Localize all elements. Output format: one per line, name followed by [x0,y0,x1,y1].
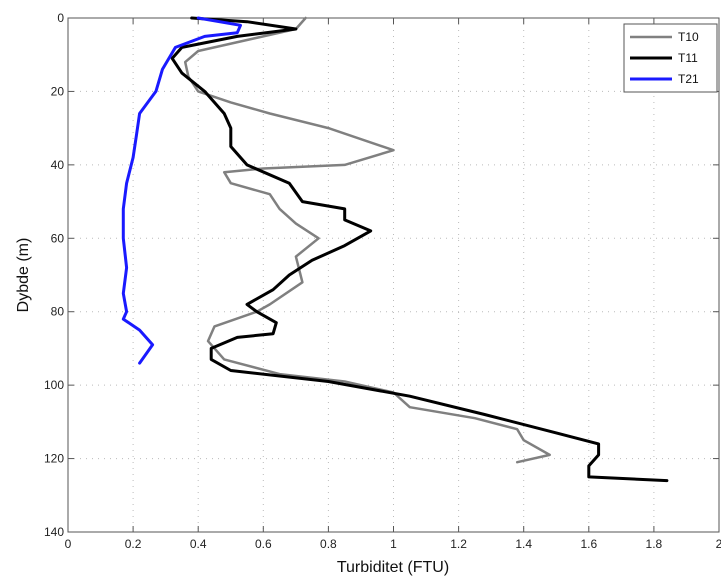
y-axis-ticks: 0 20 40 60 80 100 120 140 [44,11,719,539]
x-tick-label: 0.4 [190,537,207,551]
series-line-t11 [170,16,669,483]
series-line-t21 [121,16,242,365]
x-tick-label: 0.8 [320,537,337,551]
y-tick-label: 80 [51,305,65,319]
x-tick-label: 0.2 [125,537,142,551]
y-tick-label: 140 [44,525,64,539]
x-tick-label: 1.6 [580,537,597,551]
y-tick-label: 0 [57,11,64,25]
plot-frame [67,17,720,533]
y-tick-label: 120 [44,452,64,466]
y-tick-label: 40 [51,158,65,172]
x-axis-ticks: 0 0.2 0.4 0.6 0.8 1 1.2 1.4 1.6 1.8 2 [65,18,721,551]
x-tick-label: 2 [716,537,721,551]
series-line-t10 [183,16,551,464]
x-axis-label: Turbiditet (FTU) [337,559,449,576]
legend-label-t10: T10 [678,30,699,44]
grid-lines [68,18,719,532]
x-tick-label: 1.8 [646,537,663,551]
series-lines [121,16,669,483]
legend-label-t21: T21 [678,72,699,86]
y-tick-label: 100 [44,378,64,392]
x-tick-label: 0 [65,537,72,551]
y-tick-label: 60 [51,231,65,245]
legend-label-t11: T11 [678,51,698,65]
legend: T10 T11 T21 [623,23,718,93]
x-tick-label: 1 [390,537,397,551]
x-tick-label: 1.4 [515,537,532,551]
y-tick-label: 20 [51,84,65,98]
x-tick-label: 1.2 [450,537,467,551]
y-axis-label: Dybde (m) [15,238,32,313]
x-tick-label: 0.6 [255,537,272,551]
